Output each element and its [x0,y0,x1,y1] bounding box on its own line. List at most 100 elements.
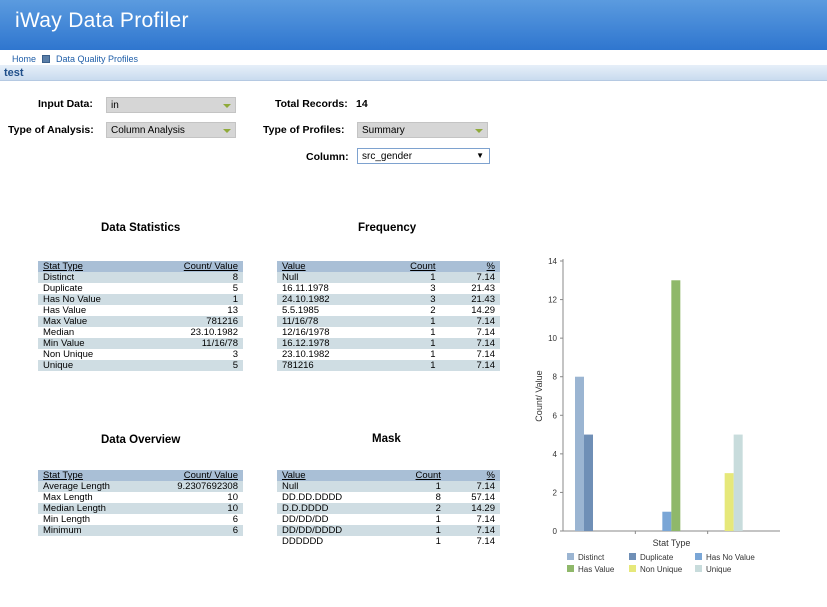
table-cell: Min Length [43,514,91,525]
table-row: Median Length 10 [38,503,243,514]
table-cell: 24.10.1982 [277,294,379,305]
app-title: iWay Data Profiler [15,9,189,32]
table-cell: 9.2307692308 [144,481,243,492]
select-arrow-icon: ▼ [476,151,484,160]
table-header-row: Value Count% [277,261,500,272]
legend-swatch [567,565,574,572]
column-header[interactable]: Count/ Value [143,261,243,272]
input-data-label: Input Data: [38,98,93,110]
column-header[interactable]: Count [389,470,446,481]
table-row: 781216 1 7.14 [277,360,500,371]
stat-type-bar-chart: 0 2 4 6 8 10 12 14 Count/ Value Stat Type Distinct… [534,257,780,574]
column-label: Column: [306,151,349,163]
table-header-row: Stat Type Count/ Value [38,261,243,272]
profiles-type-dropdown[interactable]: Summary [357,122,488,138]
table-cell: 11/16/78 [143,338,243,349]
column-header[interactable]: % [440,261,500,272]
breadcrumb-home-link[interactable]: Home [12,54,37,64]
column-header[interactable]: Value [277,470,390,481]
table-cell: 3 [378,294,441,305]
table-cell: 781216 [277,360,379,371]
column-select[interactable]: src_gender ▼ [357,148,490,164]
table-cell: DDDDDD [282,536,324,547]
table-cell: Max Value [38,316,144,327]
table-cell: 57.14 [471,492,495,503]
column-header[interactable]: Stat Type [38,261,144,272]
bar-has-value [671,280,681,531]
dropdown-arrow-icon [223,129,231,133]
table-cell: 13 [227,305,238,316]
legend-label: Has No Value [706,553,755,562]
breadcrumb-separator-icon [42,55,51,63]
table-cell: 6 [144,525,243,536]
total-records-label: Total Records: [275,98,348,110]
bar-duplicate [584,434,593,531]
table-header-row: Value Count% [277,470,500,481]
table-cell: 7.14 [476,349,496,360]
table-cell: 14.29 [445,503,500,514]
table-cell: 3 [232,349,238,360]
table-cell: 23.10.1982 [282,349,330,360]
mask-table: Value Count% Null 1 7.14 DD.DD.DDDD 8 57.14 D.D.… [277,470,500,547]
data-overview-title: Data Overview [101,434,181,446]
legend-label: Has Value [578,565,615,574]
column-header[interactable]: Count [378,261,441,272]
table-cell: 7.14 [476,536,496,547]
profiles-type-value: Summary [362,125,405,136]
legend-label: Non Unique [640,565,683,574]
table-cell: DD/DD/DD [282,514,329,525]
table-cell: 12/16/1978 [282,327,330,338]
input-data-value: in [111,100,119,111]
table-cell: 7.14 [440,316,500,327]
column-header[interactable]: Value [277,261,379,272]
bar-non-unique [724,473,734,531]
table-cell: 1 [430,349,436,360]
table-row: Null 1 7.14 [277,272,500,283]
table-cell: 1 [430,327,436,338]
breadcrumb-current-link[interactable]: Data Quality Profiles [56,54,139,64]
table-cell: 2 [389,503,446,514]
table-row: D.D.DDDD 2 14.29 [277,503,500,514]
input-data-dropdown[interactable]: in [106,97,236,113]
table-row: DD/DD/DDDD 1 7.14 [277,525,500,536]
table-row: Distinct 8 [38,272,243,283]
table-cell: DD/DD/DDDD [277,525,390,536]
y-tick-label: 14 [548,257,557,266]
table-cell: Minimum [38,525,145,536]
total-records-value: 14 [356,98,368,110]
legend-swatch [629,553,636,560]
legend-label: Unique [706,565,732,574]
table-row: 12/16/1978 1 7.14 [277,327,500,338]
table-cell: 1 [143,294,243,305]
table-row: Min Length 6 [38,514,243,525]
table-cell: 21.43 [471,283,495,294]
analysis-type-dropdown[interactable]: Column Analysis [106,122,236,138]
table-header-row: Stat Type Count/ Value [38,470,243,481]
analysis-type-value: Column Analysis [111,125,185,136]
table-cell: Null [277,272,379,283]
table-cell: Median Length [38,503,145,514]
table-row: Median 23.10.1982 [38,327,243,338]
table-cell: 2 [430,305,436,316]
profiles-type-label: Type of Profiles: [263,124,345,136]
table-cell: D.D.DDDD [277,503,390,514]
table-cell: 5 [232,283,238,294]
table-row: Max Length 10 [38,492,243,503]
column-header[interactable]: Count/ Value [144,470,243,481]
table-cell: 781216 [143,316,243,327]
data-overview-table: Stat Type Count/ Value Average Length 9.230… [38,470,243,536]
column-header[interactable]: % [445,470,500,481]
table-cell: 1 [378,360,441,371]
table-row: DD.DD.DDDD 8 57.14 [277,492,500,503]
table-row: 5.5.1985 2 14.29 [277,305,500,316]
table-cell: 7.14 [445,525,500,536]
y-tick-label: 8 [553,373,558,382]
legend-swatch [629,565,636,572]
table-row: DDDDDD 1 7.14 [277,536,500,547]
table-cell: 7.14 [445,481,500,492]
column-header[interactable]: Stat Type [38,470,145,481]
table-row: 23.10.1982 1 7.14 [277,349,500,360]
breadcrumb: Home Data Quality Profiles [12,53,138,65]
table-row: Minimum 6 [38,525,243,536]
table-row: DD/DD/DD 1 7.14 [277,514,500,525]
